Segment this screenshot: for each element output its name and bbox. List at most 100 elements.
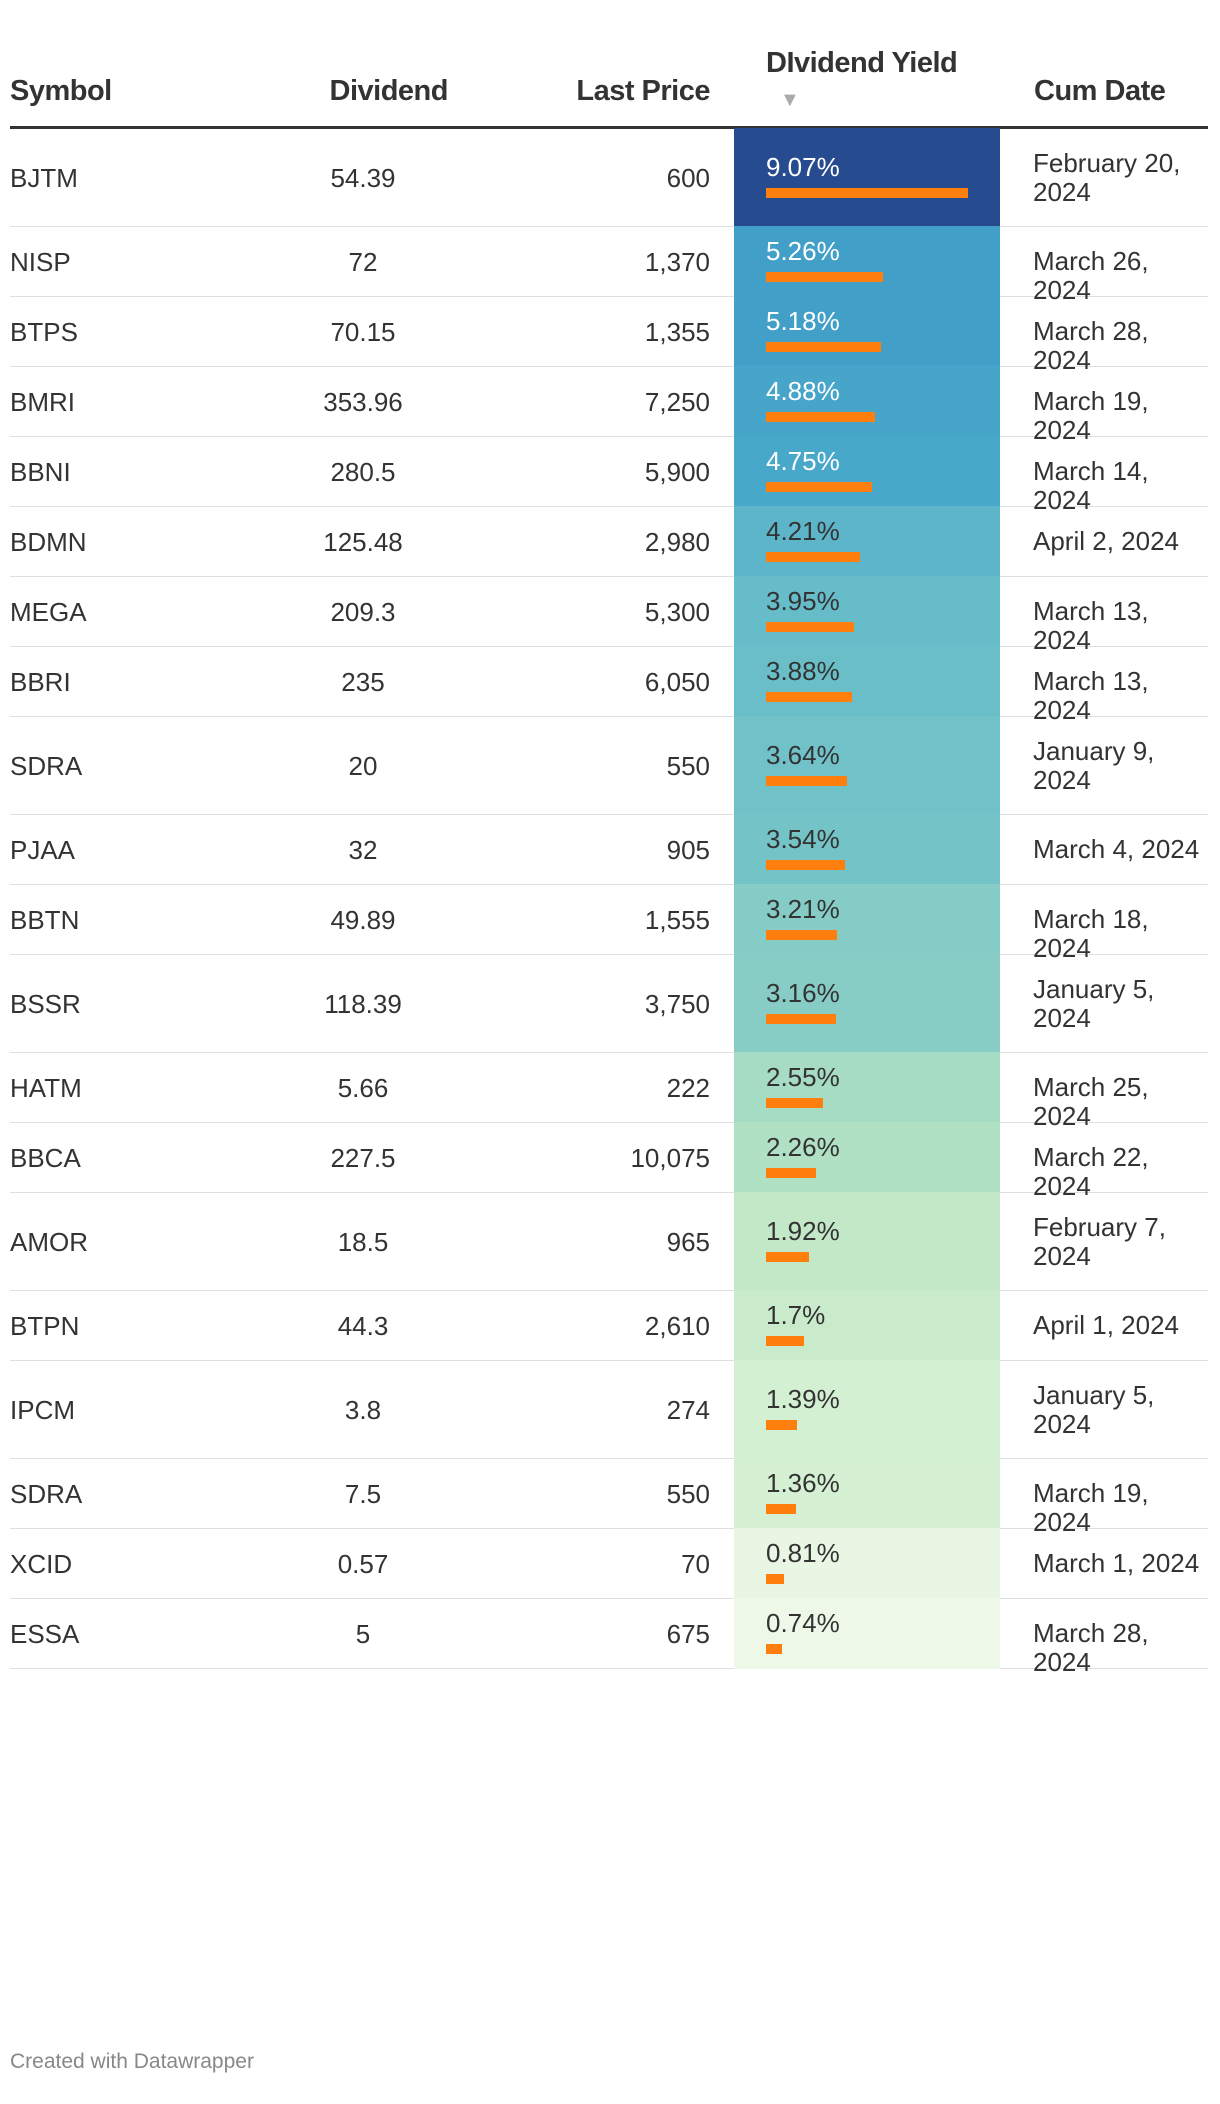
last-price-cell: 1,355 — [644, 317, 710, 347]
footer-credit[interactable]: Created with Datawrapper — [10, 2050, 254, 2073]
yield-bar — [766, 1644, 782, 1654]
last-price-cell: 1,370 — [644, 247, 710, 277]
yield-value: 3.95% — [766, 586, 840, 616]
symbol-cell: BTPS — [10, 317, 78, 347]
yield-value: 3.54% — [766, 824, 840, 854]
dividend-yield-cell: 3.95% — [734, 576, 1000, 647]
cum-date-cell: January 9, 2024 — [1033, 736, 1155, 795]
symbol-cell: ESSA — [10, 1619, 80, 1649]
yield-value: 1.7% — [766, 1300, 826, 1330]
table-row: BBRI 235 6,050 3.88% March 13, 2024 — [10, 646, 1208, 725]
yield-bar — [766, 482, 872, 492]
table-row: NISP 72 1,370 5.26% March 26, 2024 — [10, 226, 1208, 305]
yield-value: 4.75% — [766, 446, 840, 476]
table-row: BMRI 353.96 7,250 4.88% March 19, 2024 — [10, 366, 1208, 445]
dividend-cell: 72 — [348, 247, 378, 277]
dividend-cell: 227.5 — [330, 1143, 396, 1173]
header-cum-date[interactable]: Cum Date — [1034, 75, 1166, 107]
last-price-cell: 1,555 — [644, 905, 710, 935]
dividend-yield-cell: 9.07% — [734, 128, 1000, 227]
yield-value: 5.18% — [766, 306, 840, 336]
dividend-yield-cell: 3.16% — [734, 954, 1000, 1053]
dividend-yield-cell: 2.26% — [734, 1122, 1000, 1193]
dividend-cell: 209.3 — [330, 597, 396, 627]
dividend-cell: 20 — [348, 751, 378, 781]
table-row: BBCA 227.5 10,075 2.26% March 22, 2024 — [10, 1122, 1208, 1201]
dividend-cell: 5 — [355, 1619, 371, 1649]
yield-bar — [766, 1420, 797, 1430]
dividend-cell: 70.15 — [330, 317, 396, 347]
symbol-cell: BMRI — [10, 387, 75, 417]
yield-bar — [766, 412, 875, 422]
yield-value: 3.16% — [766, 978, 840, 1008]
symbol-cell: SDRA — [10, 751, 83, 781]
dividend-cell: 353.96 — [323, 387, 403, 417]
symbol-cell: BSSR — [10, 989, 81, 1019]
table-row: SDRA 7.5 550 1.36% March 19, 2024 — [10, 1458, 1208, 1537]
yield-value: 9.07% — [766, 152, 840, 182]
dividend-cell: 125.48 — [323, 527, 403, 557]
dividend-table: Symbol Dividend Last Price DIvidend Yiel… — [10, 0, 1208, 1677]
last-price-cell: 600 — [666, 163, 710, 193]
last-price-cell: 70 — [681, 1549, 710, 1579]
dividend-cell: 5.66 — [337, 1073, 389, 1103]
table-row: IPCM 3.8 274 1.39% January 5, 2024 — [10, 1360, 1208, 1459]
dividend-yield-cell: 3.21% — [734, 884, 1000, 955]
dividend-yield-cell: 1.7% — [734, 1290, 1000, 1361]
symbol-cell: BBNI — [10, 457, 71, 487]
yield-bar — [766, 1014, 836, 1024]
header-dividend[interactable]: Dividend — [329, 75, 449, 107]
dividend-cell: 49.89 — [330, 905, 396, 935]
yield-bar — [766, 1336, 804, 1346]
cum-date-cell: March 22, 2024 — [1033, 1142, 1149, 1201]
cum-date-cell: March 19, 2024 — [1033, 386, 1149, 445]
yield-value: 4.88% — [766, 376, 840, 406]
dividend-yield-cell: 3.64% — [734, 716, 1000, 815]
yield-bar — [766, 776, 847, 786]
yield-value: 5.26% — [766, 236, 840, 266]
cum-date-cell: March 1, 2024 — [1033, 1548, 1200, 1578]
symbol-cell: BJTM — [10, 163, 78, 193]
table-header: Symbol Dividend Last Price DIvidend Yiel… — [10, 0, 1208, 129]
last-price-cell: 5,300 — [644, 597, 710, 627]
dividend-cell: 44.3 — [337, 1311, 389, 1341]
last-price-cell: 675 — [666, 1619, 710, 1649]
cum-date-cell: March 4, 2024 — [1033, 834, 1200, 864]
dividend-cell: 280.5 — [330, 457, 396, 487]
header-last-price[interactable]: Last Price — [576, 75, 710, 107]
yield-bar — [766, 1504, 796, 1514]
last-price-cell: 6,050 — [644, 667, 710, 697]
last-price-cell: 274 — [666, 1395, 710, 1425]
yield-value: 2.55% — [766, 1062, 840, 1092]
yield-value: 4.21% — [766, 516, 840, 546]
last-price-cell: 222 — [666, 1073, 710, 1103]
symbol-cell: BBTN — [10, 905, 80, 935]
yield-bar — [766, 188, 968, 198]
cum-date-cell: March 28, 2024 — [1033, 316, 1149, 375]
header-symbol[interactable]: Symbol — [10, 75, 112, 107]
last-price-cell: 550 — [666, 751, 710, 781]
yield-bar — [766, 860, 845, 870]
dividend-yield-cell: 1.39% — [734, 1360, 1000, 1459]
cum-date-cell: January 5, 2024 — [1033, 974, 1155, 1033]
table-row: SDRA 20 550 3.64% January 9, 2024 — [10, 716, 1208, 815]
last-price-cell: 2,980 — [644, 527, 710, 557]
table-row: BTPS 70.15 1,355 5.18% March 28, 2024 — [10, 296, 1208, 375]
yield-bar — [766, 1168, 816, 1178]
symbol-cell: BDMN — [10, 527, 87, 557]
cum-date-cell: March 28, 2024 — [1033, 1618, 1149, 1677]
yield-bar — [766, 342, 881, 352]
header-dividend-yield[interactable]: DIvidend Yield — [766, 47, 958, 79]
dividend-cell: 0.57 — [337, 1549, 389, 1579]
dividend-yield-cell: 3.88% — [734, 646, 1000, 717]
yield-value: 0.81% — [766, 1538, 840, 1568]
yield-bar — [766, 692, 852, 702]
last-price-cell: 7,250 — [644, 387, 710, 417]
last-price-cell: 965 — [666, 1227, 710, 1257]
sort-descending-icon[interactable]: ▼ — [780, 89, 800, 111]
yield-value: 1.36% — [766, 1468, 840, 1498]
table-row: HATM 5.66 222 2.55% March 25, 2024 — [10, 1052, 1208, 1131]
symbol-cell: SDRA — [10, 1479, 83, 1509]
dividend-cell: 32 — [348, 835, 378, 865]
table-row: BTPN 44.3 2,610 1.7% April 1, 2024 — [10, 1290, 1208, 1361]
